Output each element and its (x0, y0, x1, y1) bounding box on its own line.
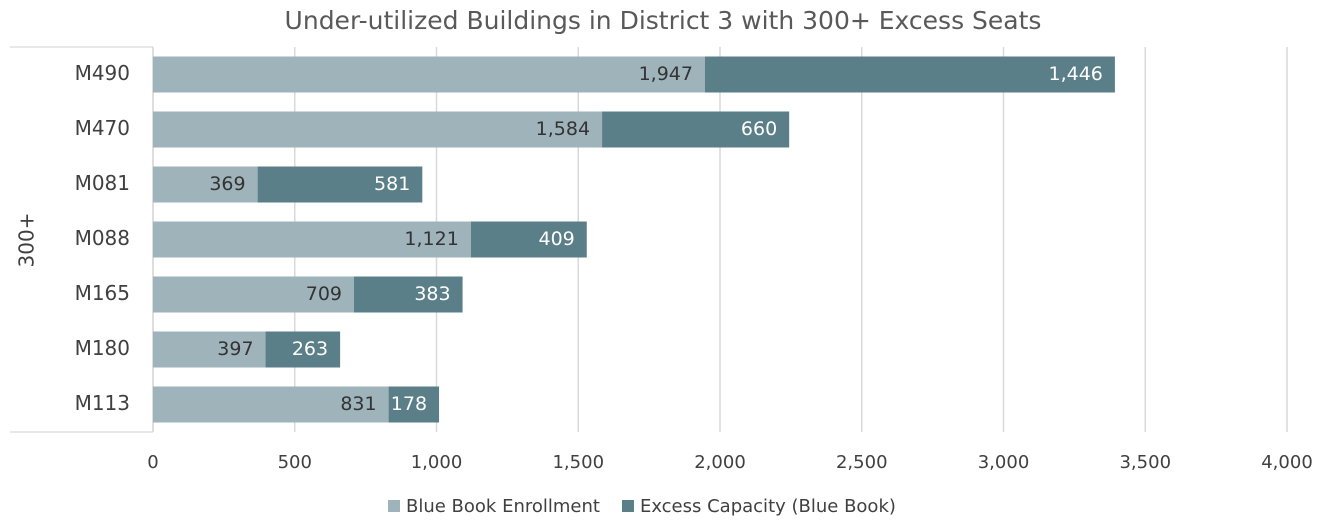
value-label: 709 (306, 283, 342, 305)
bar-segment (153, 221, 471, 258)
value-label: 581 (374, 173, 410, 195)
bar-segment (388, 386, 440, 423)
chart-title: Under-utilized Buildings in District 3 w… (285, 6, 1042, 35)
value-label: 1,446 (1049, 63, 1103, 85)
y-tick-label: M165 (75, 281, 130, 305)
value-label: 1,121 (404, 228, 458, 250)
value-label: 178 (391, 393, 427, 415)
bar-segment (153, 386, 389, 423)
legend-label: Blue Book Enrollment (406, 496, 600, 517)
legend-swatch (388, 500, 400, 512)
bar-segment (602, 111, 790, 148)
x-tick-label: 1,500 (552, 452, 604, 473)
value-label: 397 (217, 338, 253, 360)
bar-segment (470, 221, 587, 258)
value-label: 369 (209, 173, 245, 195)
y-tick-label: M113 (75, 391, 130, 415)
bar-segment (153, 56, 705, 93)
y-tick-label: M081 (75, 171, 130, 195)
bar-segment (153, 111, 603, 148)
x-tick-label: 2,000 (694, 452, 746, 473)
value-label: 831 (340, 393, 376, 415)
x-tick-label: 500 (278, 452, 312, 473)
value-label: 383 (414, 283, 450, 305)
bar-segment (153, 166, 258, 203)
bar-segment (704, 56, 1115, 93)
x-tick-label: 4,000 (1261, 452, 1313, 473)
x-tick-label: 3,500 (1119, 452, 1171, 473)
value-label: 1,947 (639, 63, 693, 85)
y-tick-label: M180 (75, 336, 130, 360)
x-tick-label: 1,000 (411, 452, 463, 473)
value-label: 1,584 (536, 118, 590, 140)
y-tick-label: M490 (75, 61, 130, 85)
x-tick-label: 3,000 (978, 452, 1030, 473)
value-label: 263 (292, 338, 328, 360)
legend-label: Excess Capacity (Blue Book) (640, 496, 896, 517)
bar-segment (153, 331, 266, 368)
bar-segment (265, 331, 341, 368)
group-label: 300+ (15, 213, 39, 268)
bar-segment (257, 166, 423, 203)
x-tick-label: 0 (147, 452, 158, 473)
value-label: 660 (741, 118, 777, 140)
bar-segment (354, 276, 463, 313)
y-tick-label: M470 (75, 116, 130, 140)
y-tick-label: M088 (75, 226, 130, 250)
value-label: 409 (538, 228, 574, 250)
bar-segment (153, 276, 355, 313)
legend-swatch (621, 500, 634, 512)
x-tick-label: 2,500 (836, 452, 888, 473)
